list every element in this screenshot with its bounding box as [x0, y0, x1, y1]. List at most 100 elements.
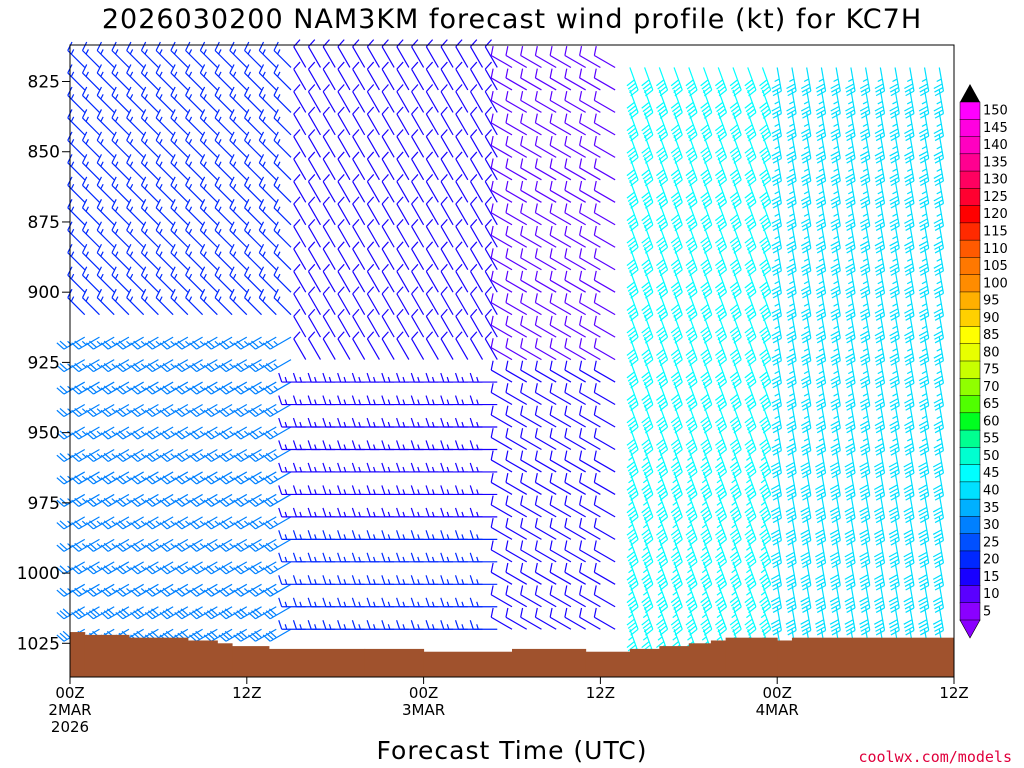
- wind-barb: [199, 154, 218, 181]
- wind-barb: [155, 131, 174, 158]
- wind-barb: [352, 196, 366, 226]
- wind-barb: [111, 41, 130, 68]
- wind-barb: [700, 359, 713, 389]
- wind-barb: [490, 607, 513, 630]
- wind-barb: [484, 218, 498, 248]
- wind-barb: [829, 606, 841, 636]
- wind-barb: [520, 585, 542, 608]
- wind-barb: [534, 46, 557, 68]
- wind-barb: [159, 516, 189, 530]
- wind-barb: [873, 494, 886, 524]
- wind-barb: [396, 241, 410, 271]
- wind-barb: [293, 39, 307, 68]
- wind-barb: [440, 263, 454, 293]
- wind-barb: [874, 404, 886, 434]
- wind-barb: [830, 247, 841, 276]
- x-tick-label: 12Z: [232, 684, 261, 702]
- wind-barb: [549, 607, 572, 630]
- wind-barb: [641, 449, 654, 479]
- wind-barb: [115, 404, 144, 418]
- wind-barb: [520, 270, 542, 293]
- wind-barb: [593, 315, 616, 338]
- wind-barb: [115, 516, 144, 530]
- wind-barb: [126, 64, 145, 91]
- wind-barb: [490, 68, 513, 91]
- wind-barb: [889, 426, 900, 456]
- wind-barb: [505, 248, 528, 271]
- wind-barb: [229, 266, 248, 293]
- wind-barb: [144, 448, 174, 462]
- wind-barb: [670, 336, 683, 367]
- wind-barb: [111, 176, 130, 203]
- wind-barb: [174, 538, 203, 552]
- y-tick-label: 975: [28, 494, 60, 514]
- wind-barb: [140, 131, 159, 158]
- wind-barb: [159, 359, 189, 373]
- wind-barb: [352, 241, 366, 271]
- wind-barb: [455, 151, 469, 181]
- wind-barb: [729, 336, 742, 367]
- wind-barb: [81, 243, 100, 271]
- wind-barb: [96, 131, 115, 158]
- wind-barb: [322, 286, 336, 315]
- wind-barb: [233, 381, 262, 395]
- wind-barb: [425, 196, 439, 226]
- wind-barb: [96, 41, 115, 68]
- wind-barb: [626, 157, 639, 187]
- wind-barb: [174, 404, 203, 418]
- wind-barb: [140, 109, 159, 136]
- wind-barb: [729, 561, 742, 591]
- wind-barb: [411, 263, 425, 293]
- colorbar-label: 50: [983, 449, 1000, 464]
- wind-barb: [258, 86, 277, 113]
- wind-barb: [505, 383, 528, 406]
- colorbar-label: 15: [983, 570, 1000, 585]
- wind-barb: [81, 64, 100, 91]
- wind-barb: [932, 561, 945, 591]
- wind-barb: [174, 381, 203, 395]
- wind-barb: [185, 288, 204, 316]
- wind-barb: [170, 266, 189, 293]
- wind-barb: [656, 584, 669, 614]
- wind-barb: [549, 540, 572, 563]
- wind-barb: [293, 286, 307, 315]
- colorbar-label: 60: [983, 414, 1000, 429]
- x-tick-label: 2026: [51, 718, 89, 736]
- wind-barb: [307, 151, 321, 181]
- wind-barb: [233, 336, 262, 350]
- terrain-segment: [585, 651, 631, 677]
- wind-barb: [130, 561, 159, 575]
- wind-barb: [185, 243, 204, 271]
- wind-barb: [396, 61, 410, 91]
- wind-barb: [170, 243, 189, 271]
- wind-barb: [100, 538, 130, 552]
- colorbar-label: 125: [983, 190, 1008, 205]
- wind-barb: [258, 243, 277, 271]
- wind-barb: [322, 106, 336, 136]
- wind-barb: [469, 462, 498, 473]
- wind-barb: [96, 221, 115, 248]
- wind-barb: [714, 426, 728, 456]
- wind-barb: [904, 314, 915, 344]
- wind-barb: [85, 538, 115, 552]
- wind-barb: [381, 84, 395, 113]
- wind-barb: [85, 426, 115, 440]
- wind-barb: [889, 269, 900, 299]
- wind-barb: [579, 428, 601, 450]
- wind-barb: [214, 288, 233, 316]
- wind-barb: [505, 90, 528, 113]
- wind-barb: [366, 241, 380, 271]
- wind-barb: [549, 360, 572, 383]
- wind-barb: [579, 405, 601, 428]
- wind-barb: [100, 359, 130, 373]
- wind-barb: [229, 199, 248, 226]
- wind-barb: [381, 151, 395, 181]
- wind-barb: [490, 405, 513, 428]
- wind-barb: [214, 199, 233, 226]
- colorbar-bin: [959, 101, 981, 120]
- wind-barb: [199, 64, 218, 91]
- wind-barb: [233, 493, 262, 507]
- wind-barb: [800, 269, 812, 299]
- wind-barb: [273, 86, 292, 113]
